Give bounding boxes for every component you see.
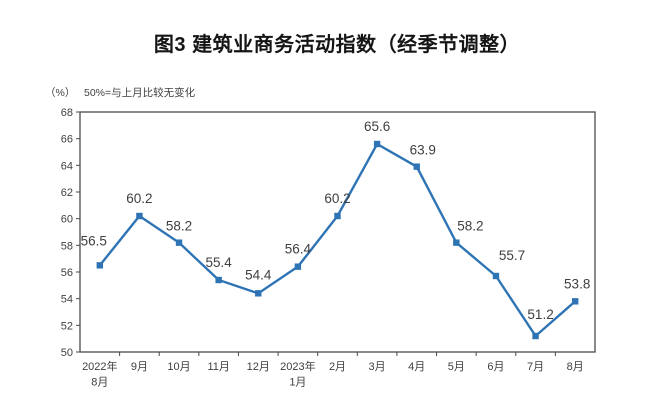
y-axis-unit-label: （%）: [45, 87, 76, 99]
y-axis-label: 58: [61, 240, 73, 252]
y-axis-label: 60: [61, 214, 73, 226]
x-axis-label: 2月: [329, 361, 346, 373]
x-axis-label: 2022年: [82, 359, 117, 373]
data-point-label: 63.9: [410, 143, 436, 158]
data-point-marker: [532, 332, 539, 340]
data-point-marker: [492, 272, 500, 280]
data-point-marker: [136, 212, 143, 220]
plot-area: [79, 111, 596, 353]
x-axis-label: 1月: [289, 377, 306, 389]
y-axis-label: 68: [61, 107, 73, 119]
x-axis-label: 3月: [369, 361, 386, 373]
data-point-label: 56.4: [285, 242, 312, 257]
x-axis-label: 5月: [448, 361, 465, 373]
x-axis-label: 12月: [247, 361, 270, 373]
data-point-label: 53.8: [564, 276, 590, 291]
data-point-label: 55.7: [499, 248, 525, 263]
data-point-label: 55.4: [206, 255, 233, 270]
data-point-marker: [453, 239, 460, 246]
x-axis-label: 2023年: [280, 359, 315, 373]
baseline-note: 50%=与上月比较无变化: [84, 87, 196, 99]
data-point-marker: [334, 212, 341, 220]
data-line: [98, 142, 576, 338]
data-point-marker: [255, 290, 262, 297]
data-point-marker: [96, 262, 104, 269]
x-axis-label: 7月: [527, 361, 544, 373]
data-point-marker: [215, 276, 222, 284]
y-axis-label: 62: [61, 187, 73, 199]
data-point-label: 58.2: [166, 219, 192, 234]
data-point-label: 58.2: [457, 219, 483, 234]
x-axis-label: 8月: [567, 361, 584, 373]
x-axis-label: 11月: [207, 361, 229, 373]
x-axis-label: 9月: [131, 361, 148, 373]
y-axis-label: 52: [61, 320, 73, 332]
x-axis-label: 6月: [487, 361, 504, 373]
chart-title: 图3 建筑业商务活动指数（经季节调整）: [153, 34, 521, 56]
y-axis-label: 66: [61, 134, 73, 146]
x-axis-label: 4月: [408, 361, 425, 373]
data-point-marker: [294, 263, 302, 270]
x-axis-label: 8月: [91, 377, 108, 389]
data-point-label: 60.2: [126, 191, 152, 206]
data-point-label: 65.6: [364, 119, 390, 134]
data-point-label: 51.2: [527, 307, 553, 322]
data-point-marker: [413, 163, 420, 170]
y-axis-label: 54: [61, 294, 73, 306]
data-point-label: 60.2: [324, 191, 350, 206]
data-point-marker: [571, 298, 579, 305]
data-point-label: 54.4: [245, 267, 272, 282]
data-point-label: 56.5: [81, 233, 107, 248]
y-axis-label: 50: [61, 347, 73, 359]
x-axis-label: 10月: [167, 361, 190, 373]
data-point-marker: [373, 140, 381, 148]
data-point-marker: [175, 239, 183, 246]
y-axis-label: 64: [61, 160, 73, 172]
y-axis-label: 56: [61, 267, 73, 279]
